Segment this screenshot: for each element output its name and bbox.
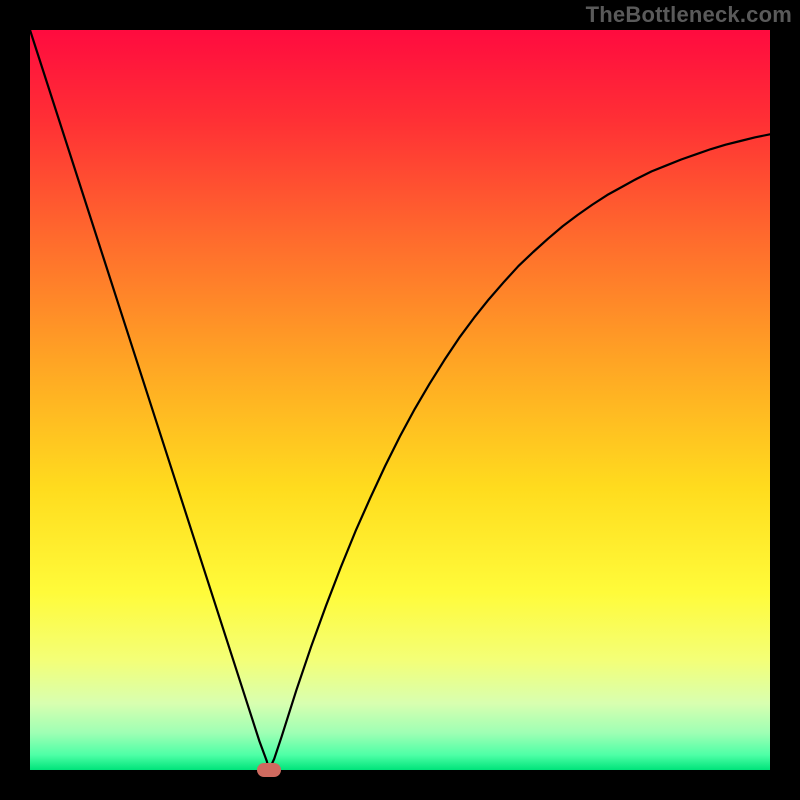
watermark-label: TheBottleneck.com bbox=[586, 2, 792, 28]
curve-path bbox=[30, 30, 770, 770]
plot-area bbox=[30, 30, 770, 770]
chart-frame: TheBottleneck.com bbox=[0, 0, 800, 800]
bottleneck-curve bbox=[30, 30, 770, 770]
bottleneck-marker bbox=[257, 763, 281, 777]
